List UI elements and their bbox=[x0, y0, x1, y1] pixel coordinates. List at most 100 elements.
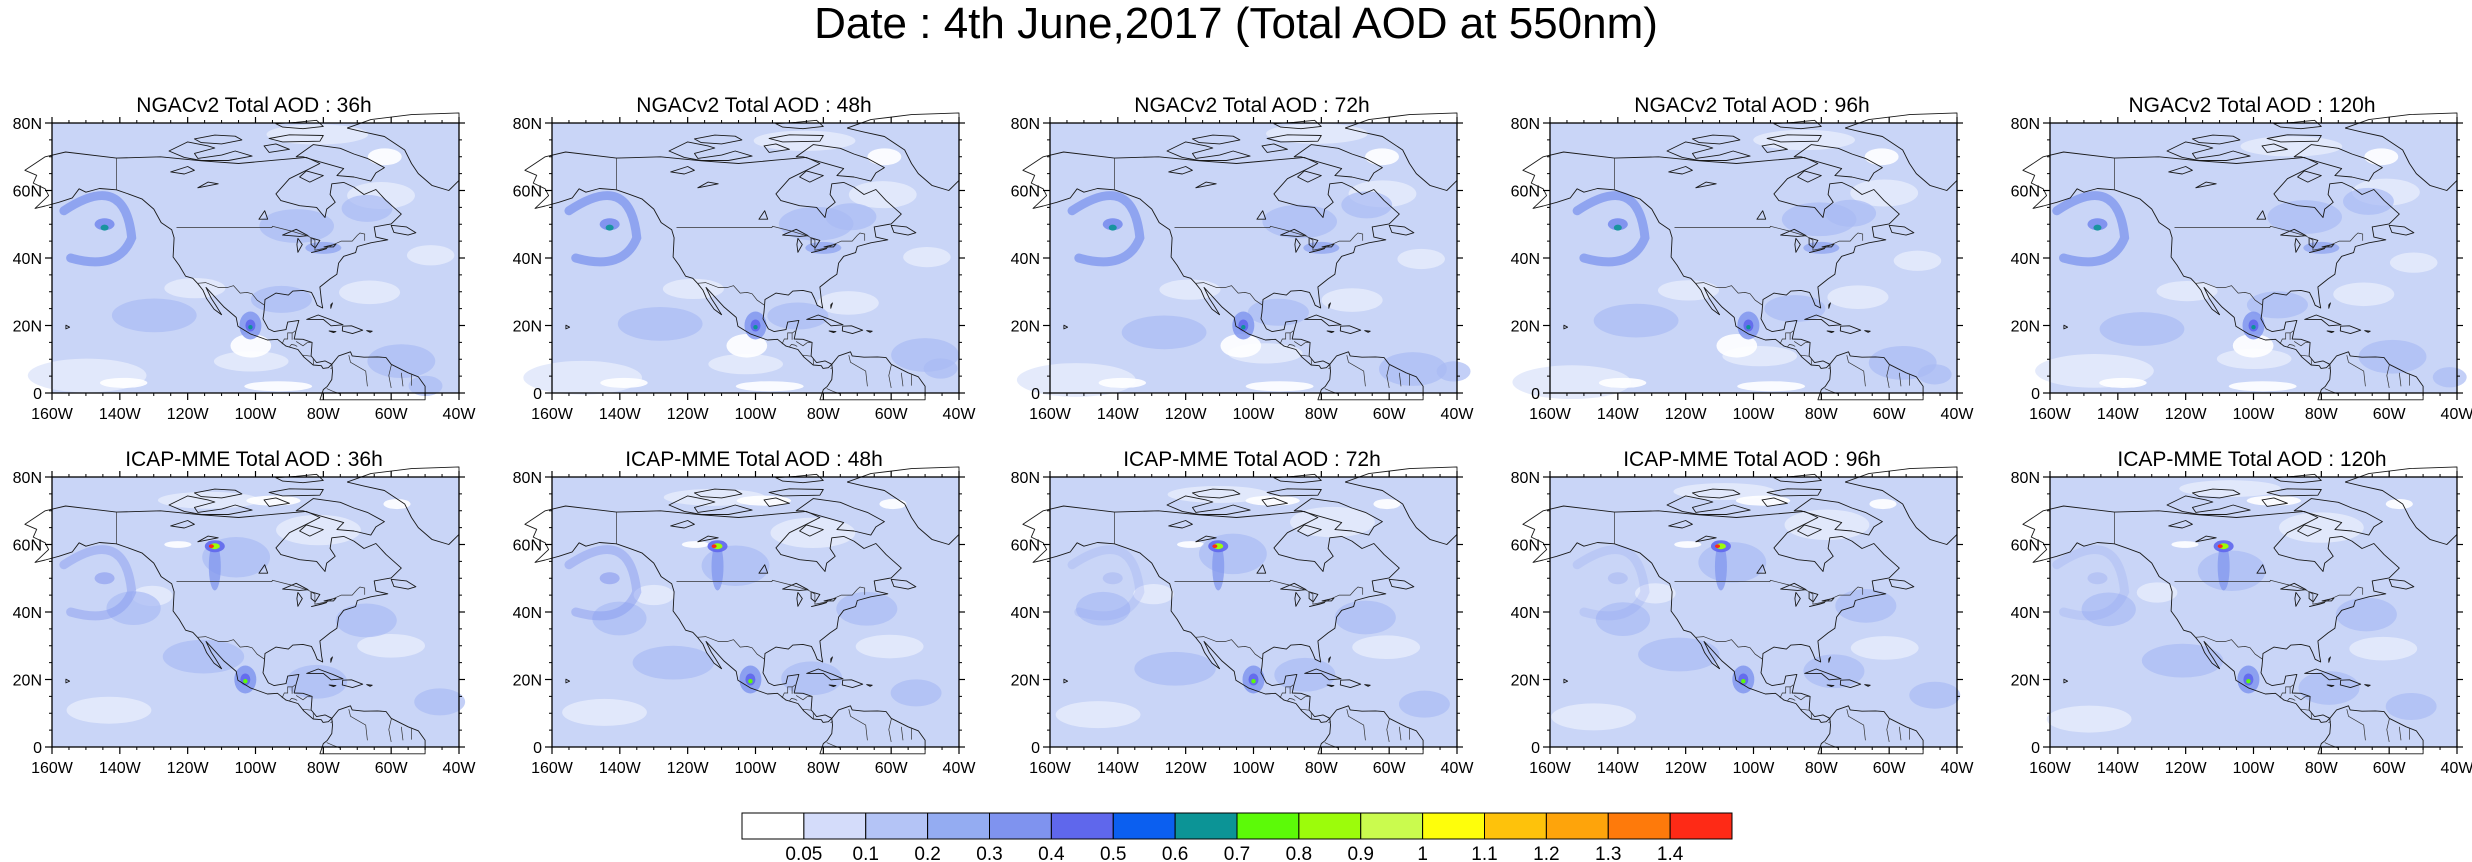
lon-tick-label: 80W bbox=[307, 406, 341, 423]
lon-tick-label: 100W bbox=[1233, 760, 1276, 777]
lat-tick-label: 60N bbox=[13, 538, 42, 555]
lon-tick-label: 120W bbox=[1665, 406, 1708, 423]
lat-tick-label: 40N bbox=[13, 605, 42, 622]
lat-tick-label: 0 bbox=[1031, 740, 1040, 757]
lon-tick-label: 140W bbox=[99, 406, 142, 423]
lat-tick-label: 20N bbox=[513, 673, 542, 690]
map-plot: 160W 140W 120W 100W 80W 60W 40W 80N 60N 40N 20N 0 bbox=[1511, 112, 1974, 423]
lat-tick-label: 60N bbox=[2011, 538, 2040, 555]
map-panel-ngac-120h: NGACv2 Total AOD : 120h 160W 140W 120W 100W… bbox=[1998, 92, 2472, 457]
lon-tick-label: 40W bbox=[943, 760, 977, 777]
colorbar-swatch bbox=[1545, 812, 1609, 840]
lat-tick-label: 60N bbox=[13, 184, 42, 201]
panel-title: NGACv2 Total AOD : 96h bbox=[1634, 94, 1870, 117]
lon-tick-label: 60W bbox=[1373, 406, 1407, 423]
lon-tick-label: 140W bbox=[599, 406, 642, 423]
lon-tick-label: 100W bbox=[1233, 406, 1276, 423]
lon-tick-label: 160W bbox=[31, 406, 74, 423]
lon-tick-label: 160W bbox=[1529, 406, 1572, 423]
country-borders bbox=[2114, 512, 2410, 749]
page-title: Date : 4th June,2017 (Total AOD at 550nm… bbox=[814, 0, 1658, 48]
colorbar-swatch bbox=[1298, 812, 1362, 840]
colorbar-label: 0.5 bbox=[1100, 844, 1126, 862]
aod-field bbox=[59, 491, 466, 724]
lon-tick-label: 80W bbox=[1805, 406, 1839, 423]
lat-tick-label: 20N bbox=[1511, 319, 1540, 336]
coastlines bbox=[524, 112, 960, 401]
lat-tick-label: 0 bbox=[533, 740, 542, 757]
lon-tick-label: 80W bbox=[1805, 760, 1839, 777]
aod-field bbox=[523, 130, 959, 395]
map-plot: 160W 140W 120W 100W 80W 60W 40W 80N 60N 40N 20N 0 bbox=[13, 466, 477, 777]
lon-tick-label: 40W bbox=[943, 406, 977, 423]
lon-tick-label: 120W bbox=[167, 406, 210, 423]
colorbar-swatch bbox=[1236, 812, 1300, 840]
colorbar-label: 0.05 bbox=[785, 844, 822, 862]
lon-tick-label: 140W bbox=[1097, 406, 1140, 423]
lon-tick-label: 100W bbox=[1733, 760, 1776, 777]
lon-tick-label: 40W bbox=[1441, 760, 1475, 777]
aod-field bbox=[2046, 480, 2437, 733]
lat-tick-label: 20N bbox=[13, 673, 42, 690]
lon-tick-label: 100W bbox=[2233, 760, 2276, 777]
colorbar-swatch bbox=[1422, 812, 1485, 840]
lat-tick-label: 40N bbox=[1511, 605, 1540, 622]
lat-tick-label: 80N bbox=[13, 470, 42, 487]
lon-tick-label: 160W bbox=[1029, 760, 1072, 777]
lat-tick-label: 20N bbox=[1511, 673, 1540, 690]
lat-tick-label: 0 bbox=[2031, 386, 2040, 403]
map-panel-icap-48h: ICAP-MME Total AOD : 48h 160W 140W 120W 100… bbox=[500, 446, 1000, 811]
lon-tick-label: 80W bbox=[307, 760, 341, 777]
country-borders bbox=[1114, 512, 1410, 749]
coastlines bbox=[1522, 112, 1958, 401]
lat-tick-label: 40N bbox=[513, 605, 542, 622]
colorbar-label: 0.9 bbox=[1348, 844, 1374, 862]
lon-tick-label: 100W bbox=[235, 406, 278, 423]
lat-tick-label: 20N bbox=[2011, 673, 2040, 690]
colorbar-label: 0.2 bbox=[914, 844, 940, 862]
lat-tick-label: 0 bbox=[533, 386, 542, 403]
lon-tick-label: 160W bbox=[531, 406, 574, 423]
country-borders bbox=[1614, 512, 1910, 749]
coastlines bbox=[24, 466, 460, 755]
lon-tick-label: 80W bbox=[2305, 406, 2339, 423]
lon-tick-label: 40W bbox=[443, 760, 477, 777]
lon-tick-label: 100W bbox=[735, 760, 778, 777]
lon-tick-label: 120W bbox=[167, 760, 210, 777]
lon-tick-label: 60W bbox=[875, 406, 909, 423]
colorbar-swatch bbox=[927, 812, 990, 840]
colorbar-swatch bbox=[803, 812, 867, 840]
lon-tick-label: 40W bbox=[1941, 760, 1975, 777]
colorbar-swatch bbox=[1484, 812, 1547, 840]
colorbar: 0.05 0.1 0.2 0.3 0.4 0.5 0.6 0.7 0.8 0.9 1 1.1 1.2 1.… bbox=[741, 812, 1733, 862]
lat-tick-label: 40N bbox=[1011, 251, 1040, 268]
lon-tick-label: 160W bbox=[2029, 406, 2072, 423]
coastlines bbox=[2022, 466, 2458, 755]
lon-tick-label: 80W bbox=[1305, 406, 1339, 423]
lat-tick-label: 0 bbox=[1531, 740, 1540, 757]
colorbar-label: 1.4 bbox=[1657, 844, 1684, 862]
panel-title: NGACv2 Total AOD : 48h bbox=[636, 94, 872, 117]
colorbar-label: 1.2 bbox=[1533, 844, 1559, 862]
lon-tick-label: 140W bbox=[2097, 760, 2140, 777]
map-plot: 160W 140W 120W 100W 80W 60W 40W 80N 60N 40N 20N 0 bbox=[2011, 466, 2472, 777]
panel-title: ICAP-MME Total AOD : 72h bbox=[1123, 448, 1381, 471]
lon-tick-label: 140W bbox=[1597, 760, 1640, 777]
lat-tick-label: 80N bbox=[513, 470, 542, 487]
lat-tick-label: 60N bbox=[1011, 538, 1040, 555]
lat-tick-label: 60N bbox=[1511, 538, 1540, 555]
map-panel-ngac-48h: NGACv2 Total AOD : 48h 160W 140W 120W 100W 8… bbox=[500, 92, 1000, 457]
map-panel-icap-96h: ICAP-MME Total AOD : 96h 160W 140W 120W 100… bbox=[1498, 446, 1998, 811]
map-plot: 160W 140W 120W 100W 80W 60W 40W 80N 60N 40N 20N 0 bbox=[2011, 112, 2472, 423]
lon-tick-label: 120W bbox=[1665, 760, 1708, 777]
lon-tick-label: 160W bbox=[531, 760, 574, 777]
lon-tick-label: 140W bbox=[2097, 406, 2140, 423]
lat-tick-label: 40N bbox=[1511, 251, 1540, 268]
map-panel-ngac-36h: NGACv2 Total AOD : 36h 160W 140W 120W 100W 8… bbox=[0, 92, 500, 457]
coastlines bbox=[524, 466, 960, 755]
lon-tick-label: 60W bbox=[1873, 406, 1907, 423]
lat-tick-label: 60N bbox=[1511, 184, 1540, 201]
lon-tick-label: 160W bbox=[31, 760, 74, 777]
lat-tick-label: 40N bbox=[513, 251, 542, 268]
lat-tick-label: 80N bbox=[2011, 116, 2040, 133]
